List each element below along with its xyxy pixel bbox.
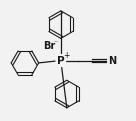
Text: N: N [108, 56, 116, 65]
Text: +: + [63, 51, 70, 60]
Text: ⁻: ⁻ [54, 38, 58, 47]
Text: P: P [57, 56, 65, 65]
Text: Br: Br [43, 41, 55, 51]
